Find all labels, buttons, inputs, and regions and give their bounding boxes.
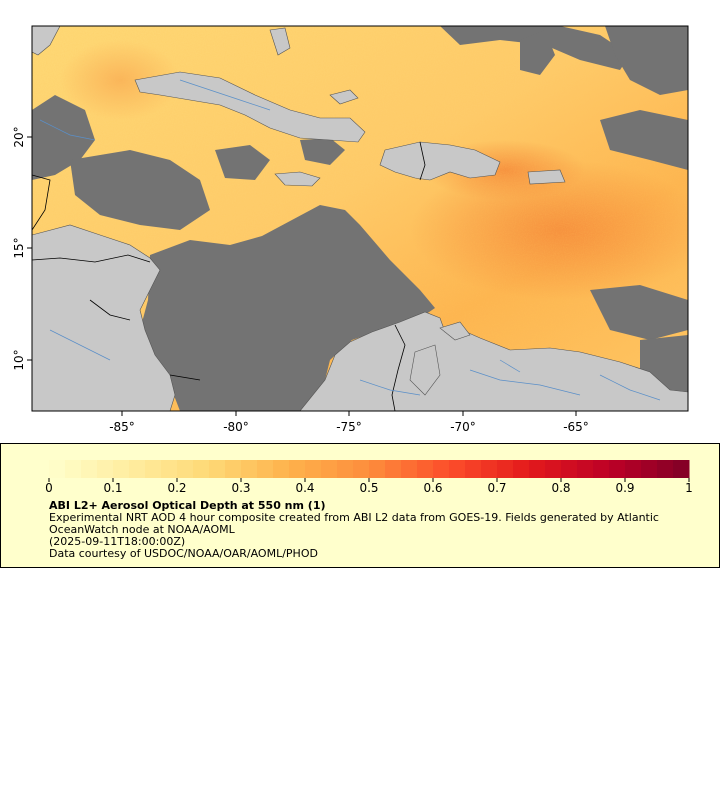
colorbar-swatch bbox=[353, 460, 370, 478]
colorbar-swatch bbox=[401, 460, 418, 478]
colorbar-swatch bbox=[161, 460, 178, 478]
aod-map: -85° -80° -75° -70° -65° 20° 15° 10° bbox=[12, 25, 689, 434]
lon-tick-label: -70° bbox=[450, 420, 476, 434]
colorbar-swatch bbox=[641, 460, 658, 478]
colorbar-swatch bbox=[337, 460, 354, 478]
lon-tick-label: -75° bbox=[336, 420, 362, 434]
land-cuba bbox=[134, 71, 366, 143]
colorbar-swatch bbox=[673, 460, 690, 478]
colorbar-swatch bbox=[209, 460, 226, 478]
colorbar-swatch bbox=[113, 460, 130, 478]
colorbar-swatch bbox=[529, 460, 546, 478]
colorbar-swatch bbox=[593, 460, 610, 478]
lon-tick-label: -85° bbox=[109, 420, 135, 434]
colorbar-tick-label: 0.7 bbox=[487, 481, 506, 495]
colorbar-swatch bbox=[225, 460, 242, 478]
colorbar-swatch bbox=[273, 460, 290, 478]
colorbar-swatch bbox=[433, 460, 450, 478]
legend-panel: 0 0.1 0.2 0.3 0.4 0.5 0.6 0.7 0.8 0.9 1 ABI L2+ Ae… bbox=[0, 443, 720, 568]
colorbar-tick-label: 0.9 bbox=[615, 481, 634, 495]
legend-title: ABI L2+ Aerosol Optical Depth at 550 nm … bbox=[49, 499, 326, 512]
colorbar-swatch bbox=[561, 460, 578, 478]
colorbar-swatch bbox=[465, 460, 482, 478]
map-frame bbox=[31, 25, 689, 412]
colorbar-tick-label: 1 bbox=[685, 481, 693, 495]
colorbar-swatch bbox=[97, 460, 114, 478]
colorbar-tick-label: 0.8 bbox=[551, 481, 570, 495]
country-borders bbox=[32, 141, 426, 411]
colorbar-tick-label: 0.6 bbox=[423, 481, 442, 495]
map-panel: -85° -80° -75° -70° -65° 20° 15° 10° bbox=[12, 25, 689, 434]
colorbar-tick-label: 0.1 bbox=[103, 481, 122, 495]
colorbar-swatch bbox=[577, 460, 594, 478]
colorbar-swatch bbox=[321, 460, 338, 478]
legend-text: ABI L2+ Aerosol Optical Depth at 550 nm … bbox=[49, 500, 709, 560]
land-central-america bbox=[32, 224, 176, 411]
colorbar-tick-label: 0.2 bbox=[167, 481, 186, 495]
colorbar-tick-label: 0.4 bbox=[295, 481, 314, 495]
colorbar-swatch bbox=[129, 460, 146, 478]
lat-ticks bbox=[27, 136, 32, 361]
colorbar-swatch bbox=[145, 460, 162, 478]
legend-description: Experimental NRT AOD 4 hour composite cr… bbox=[49, 511, 659, 536]
colorbar-swatch bbox=[625, 460, 642, 478]
land-south-america bbox=[299, 311, 688, 411]
no-data-mask bbox=[32, 26, 688, 411]
lat-tick-label: 10° bbox=[12, 349, 26, 370]
colorbar: 0 0.1 0.2 0.3 0.4 0.5 0.6 0.7 0.8 0.9 1 bbox=[45, 460, 693, 495]
colorbar-swatch bbox=[481, 460, 498, 478]
colorbar-swatch bbox=[65, 460, 82, 478]
land-puerto-rico bbox=[527, 169, 566, 185]
colorbar-swatch bbox=[545, 460, 562, 478]
colorbar-swatch bbox=[305, 460, 322, 478]
colorbar-swatch bbox=[49, 460, 66, 478]
colorbar-tick-label: 0.3 bbox=[231, 481, 250, 495]
colorbar-tick-label: 0.5 bbox=[359, 481, 378, 495]
colorbar-swatch bbox=[497, 460, 514, 478]
colorbar-swatch bbox=[257, 460, 274, 478]
colorbar-tick-label: 0 bbox=[45, 481, 53, 495]
legend-credit: Data courtesy of USDOC/NOAA/OAR/AOML/PHO… bbox=[49, 547, 318, 560]
colorbar-swatch bbox=[289, 460, 306, 478]
colorbar-swatch bbox=[657, 460, 674, 478]
colorbar-swatch bbox=[609, 460, 626, 478]
colorbar-swatch bbox=[369, 460, 386, 478]
legend-time: (2025-09-11T18:00:00Z) bbox=[49, 535, 186, 548]
lon-tick-label: -80° bbox=[223, 420, 249, 434]
land-hispaniola bbox=[379, 141, 501, 181]
colorbar-swatch bbox=[513, 460, 530, 478]
colorbar-swatch bbox=[81, 460, 98, 478]
colorbar-swatch bbox=[193, 460, 210, 478]
colorbar-swatch bbox=[385, 460, 402, 478]
lon-ticks bbox=[121, 411, 577, 416]
colorbar-swatch bbox=[241, 460, 258, 478]
land-jamaica bbox=[274, 171, 321, 187]
land-areas bbox=[32, 26, 688, 411]
lat-tick-label: 15° bbox=[12, 237, 26, 258]
lon-tick-label: -65° bbox=[563, 420, 589, 434]
colorbar-swatch bbox=[177, 460, 194, 478]
colorbar-ticks: 0 0.1 0.2 0.3 0.4 0.5 0.6 0.7 0.8 0.9 1 bbox=[45, 478, 693, 495]
colorbar-swatch bbox=[417, 460, 434, 478]
colorbar-swatch bbox=[449, 460, 466, 478]
colorbar-swatches bbox=[49, 460, 690, 478]
rivers bbox=[39, 79, 661, 401]
lat-tick-label: 20° bbox=[12, 126, 26, 147]
